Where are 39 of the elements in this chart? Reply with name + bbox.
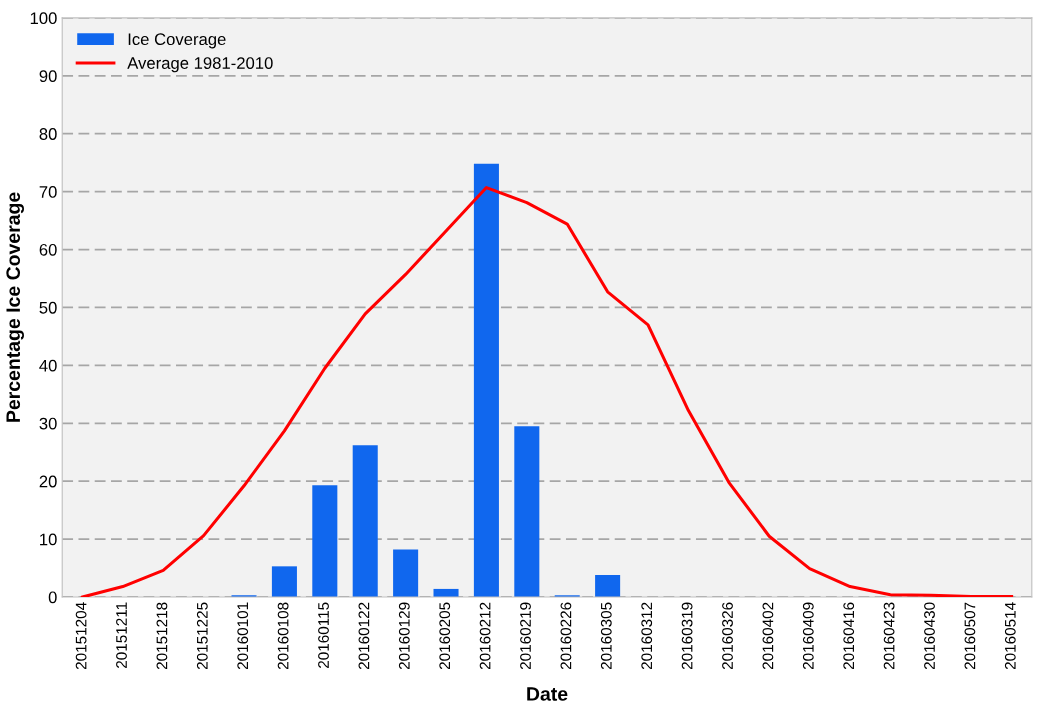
y-tick-label: 10	[40, 533, 57, 546]
x-tick-label: 20160122	[358, 602, 370, 670]
x-tick-label: 20160212	[479, 602, 491, 670]
x-tick-label: 20160423	[883, 602, 895, 670]
y-tick-label: 50	[39, 301, 57, 314]
y-tick-label: 0	[48, 591, 57, 604]
y-tick-label: 40	[39, 359, 57, 372]
x-tick-label: 20160409	[802, 602, 814, 670]
x-tick-label: 20160416	[843, 602, 855, 670]
x-tick-label: 20151218	[156, 602, 168, 670]
x-tick-label: 20160205	[439, 602, 451, 670]
y-axis-title: Percentage Ice Coverage	[6, 192, 24, 422]
legend-label: Ice Coverage	[128, 33, 226, 49]
x-tick-label: 20160319	[681, 602, 693, 670]
y-tick-label: 100	[30, 12, 57, 25]
x-tick-label: 20160219	[520, 602, 531, 670]
x-tick-label: 20160108	[277, 602, 289, 670]
x-tick-label: 20160115	[318, 602, 329, 668]
x-tick-label: 20160402	[762, 602, 774, 670]
x-tick-label: 20151204	[75, 602, 87, 670]
x-tick-label: 20160514	[1004, 602, 1016, 670]
x-tick-label: 20160101	[237, 602, 249, 670]
y-tick-label: 20	[39, 475, 57, 488]
x-tick-label: 20151211	[116, 602, 127, 668]
y-tick-label: 70	[39, 186, 57, 198]
x-tick-label: 20160326	[722, 602, 733, 670]
y-tick-label: 90	[39, 70, 57, 82]
x-tick-label: 20160226	[560, 602, 572, 670]
y-tick-label: 30	[39, 417, 57, 430]
legend-label: Average 1981-2010	[127, 57, 273, 73]
y-tick-label: 80	[39, 128, 57, 140]
x-tick-label: 20160507	[964, 602, 976, 670]
y-tick-label: 60	[39, 243, 57, 256]
x-axis-title: Date	[527, 687, 568, 701]
x-tick-label: 20160305	[600, 602, 612, 670]
x-tick-label: 20160129	[398, 602, 410, 670]
x-tick-label: 20151225	[196, 602, 208, 670]
x-tick-label: 20160430	[924, 602, 935, 670]
x-tick-label: 20160312	[641, 602, 653, 670]
